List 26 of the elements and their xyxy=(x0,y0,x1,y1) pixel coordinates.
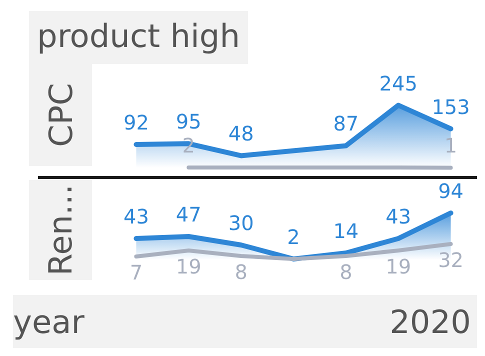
data-label: 19 xyxy=(386,254,412,278)
data-label: 14 xyxy=(333,219,359,243)
y-axis-title: CPC xyxy=(42,83,80,147)
data-label: 19 xyxy=(176,254,202,278)
text: 2020 xyxy=(390,303,471,341)
data-label: 87 xyxy=(333,112,359,136)
data-label: 8 xyxy=(340,260,352,284)
data-label: 2 xyxy=(287,225,300,249)
data-label: 95 xyxy=(176,110,202,134)
data-label: 48 xyxy=(228,122,254,146)
data-label: 2 xyxy=(182,133,196,158)
data-label: 43 xyxy=(123,204,149,228)
data-label: 7 xyxy=(130,260,143,284)
data-label: 43 xyxy=(386,204,412,228)
y-axis-title: Ren... xyxy=(42,184,80,276)
data-label: 94 xyxy=(438,179,464,203)
data-label: 8 xyxy=(234,260,248,284)
data-label: 47 xyxy=(176,202,202,226)
data-label: 32 xyxy=(438,248,464,272)
data-label: 1 xyxy=(444,134,458,158)
x-axis-title: year xyxy=(13,303,84,341)
data-label: 92 xyxy=(123,110,149,134)
data-label: 153 xyxy=(432,94,470,119)
chart-title: product high xyxy=(29,11,248,64)
data-label: 30 xyxy=(228,211,254,235)
data-label: 245 xyxy=(379,71,418,96)
